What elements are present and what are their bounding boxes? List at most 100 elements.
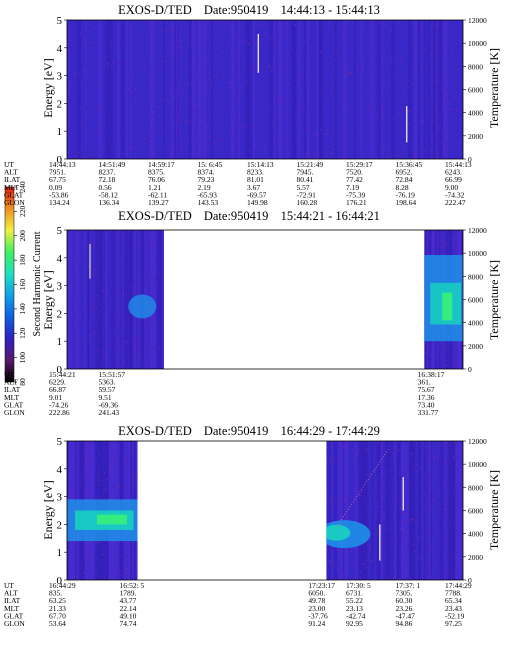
spectrogram-speckle — [68, 81, 70, 83]
spectrogram-speckle — [110, 41, 112, 43]
spectrogram-speckle — [245, 80, 247, 82]
spectrogram-speckle — [419, 28, 421, 30]
spectrogram-speckle — [327, 501, 329, 503]
spectrogram-speckle — [108, 44, 110, 46]
spectrogram-speckle — [76, 241, 78, 243]
spectrogram-band — [444, 441, 447, 580]
table-cell: 222.86 — [49, 408, 70, 417]
spectrogram-speckle — [186, 70, 188, 72]
spectrogram-speckle — [89, 98, 91, 100]
spectrogram-speckle — [334, 60, 336, 62]
spectrogram-band — [161, 230, 164, 369]
spectrogram-band — [88, 230, 94, 369]
spectrogram-speckle — [382, 83, 384, 85]
table-cell: 49.78 — [308, 596, 325, 605]
colorbar-tick-label: 140 — [18, 303, 27, 315]
spectrogram-speckle — [379, 21, 381, 23]
spectrogram-speckle — [329, 498, 331, 500]
spectrogram-speckle — [439, 140, 441, 142]
spectrogram-speckle — [403, 79, 405, 81]
spectrogram-speckle — [255, 42, 257, 44]
spectrogram-speckle — [414, 42, 416, 44]
spectrogram-speckle — [215, 84, 217, 86]
spectrogram-speckle — [109, 268, 111, 270]
table-cell: -75.39 — [346, 190, 366, 199]
spectrogram-speckle — [439, 577, 441, 579]
spectrogram-speckle — [206, 158, 208, 159]
panel-title: EXOS-D/TED Date:950419 16:44:29 - 17:44:… — [118, 424, 380, 438]
y-tick-label: 2 — [57, 519, 63, 531]
spectrogram-speckle — [70, 86, 72, 88]
spectrogram-speckle — [323, 107, 325, 109]
spectrogram-speckle — [432, 504, 434, 506]
spectrogram-speckle — [370, 142, 372, 144]
spectrogram-speckle — [367, 567, 369, 569]
spectrogram-band — [391, 20, 395, 159]
spectrogram-speckle — [264, 59, 266, 61]
spectrogram-speckle — [270, 70, 272, 72]
spectrogram-speckle — [384, 97, 386, 99]
table-row-label: UT — [4, 160, 14, 169]
spectrogram-speckle — [280, 114, 282, 116]
spectrogram-band — [69, 230, 71, 369]
spectrogram-speckle — [176, 124, 178, 126]
spectrogram-speckle — [89, 30, 91, 32]
spectrogram-speckle — [390, 530, 392, 532]
spectrogram-speckle — [136, 285, 138, 287]
spectrogram-speckle — [320, 28, 322, 30]
spectrogram-speckle — [218, 22, 220, 24]
spectrogram-speckle — [341, 550, 343, 552]
spectrogram-speckle — [70, 352, 72, 354]
spectrogram-speckle — [74, 279, 76, 281]
spectrogram-speckle — [398, 111, 400, 113]
spectrogram-speckle — [332, 483, 334, 485]
spectrogram-speckle — [158, 21, 160, 23]
spectrogram-speckle — [170, 153, 172, 155]
spectrogram-speckle — [95, 572, 97, 574]
spectrogram-speckle — [140, 69, 142, 71]
orbit-table: UT 16:44:29 16:52: 5 17:23:17 17:30: 5 17:37:… — [4, 581, 472, 628]
spectrogram-band — [238, 20, 241, 159]
spectrogram-speckle — [408, 80, 410, 82]
spectrogram-speckle — [94, 61, 96, 63]
spectrogram-speckle — [428, 456, 430, 458]
spectrogram-band — [385, 441, 388, 580]
spectrogram-speckle — [383, 54, 385, 56]
spectrogram-speckle — [129, 80, 131, 82]
spectrogram-speckle — [449, 526, 451, 528]
spectrogram-speckle — [404, 147, 406, 149]
spectrogram-band — [277, 20, 283, 159]
spectrogram-speckle — [425, 352, 427, 354]
spectrogram-speckle — [453, 489, 455, 491]
spectrogram-speckle — [458, 100, 460, 102]
spectrogram-plot — [67, 20, 463, 159]
table-cell: 15:51:57 — [99, 370, 126, 379]
spectrogram-speckle — [270, 110, 272, 112]
spectrogram-speckle — [277, 100, 279, 102]
spectrogram-speckle — [90, 484, 92, 486]
spectrogram-band — [85, 20, 87, 159]
spectrogram-speckle — [71, 249, 73, 251]
y-tick-label: 2 — [57, 98, 63, 110]
spectrogram-speckle — [88, 41, 90, 43]
spectrogram-speckle — [357, 575, 359, 577]
spectrogram-speckle — [96, 496, 98, 498]
spectrogram-speckle — [159, 71, 161, 73]
spectrogram-speckle — [418, 527, 420, 529]
spectrogram-speckle — [331, 92, 333, 94]
spectrogram-speckle — [438, 79, 440, 81]
spectrogram-speckle — [130, 359, 132, 361]
spectrogram-speckle — [273, 26, 275, 28]
table-row-label: GLON — [4, 198, 25, 207]
spectrogram-speckle — [135, 563, 137, 565]
spectrogram-speckle — [181, 143, 183, 145]
table-cell: 3.67 — [247, 183, 260, 192]
spectrogram-speckle — [149, 141, 151, 143]
spectrogram-speckle — [344, 67, 346, 69]
spectrogram-speckle — [189, 121, 191, 123]
spectrogram-band — [459, 441, 463, 580]
spectrogram-speckle — [376, 119, 378, 121]
spectrogram-speckle — [247, 125, 249, 127]
spectrogram-band — [333, 20, 337, 159]
